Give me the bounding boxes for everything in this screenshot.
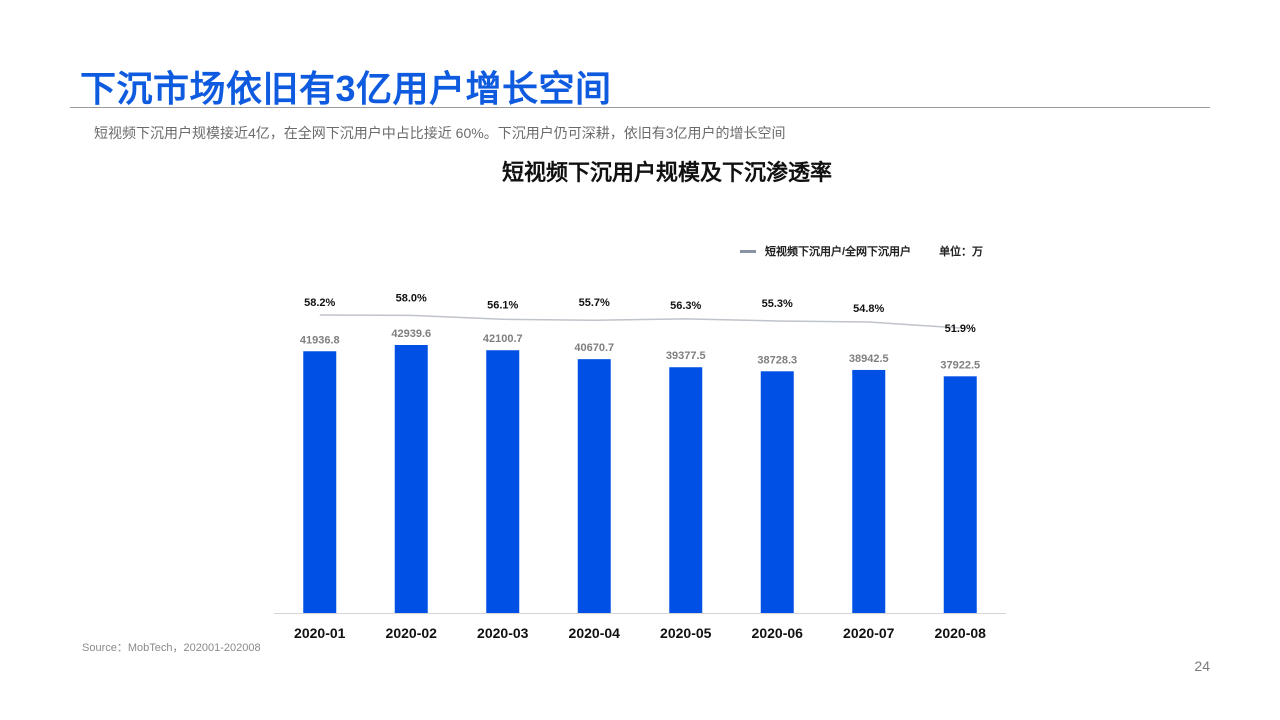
source-note: Source：MobTech，202001-202008 (82, 642, 261, 654)
line-value-label: 58.2% (304, 297, 335, 309)
bar-value-label: 39377.5 (666, 350, 706, 362)
bar-value-label: 41936.8 (300, 334, 340, 346)
bar (486, 350, 520, 613)
x-tick-label: 2020-02 (386, 625, 438, 641)
x-tick-label: 2020-04 (569, 625, 621, 641)
line-value-label: 54.8% (853, 303, 884, 315)
bar-value-label: 42939.6 (391, 328, 431, 340)
slide-subtitle: 短视频下沉用户规模接近4亿，在全网下沉用户中占比接近 60%。下沉用户仍可深耕，… (94, 125, 786, 141)
x-tick-label: 2020-05 (660, 625, 712, 641)
bar-value-label: 40670.7 (574, 342, 614, 354)
x-tick-label: 2020-06 (752, 625, 804, 641)
title-divider (70, 107, 1210, 108)
line-value-label: 55.3% (762, 298, 793, 310)
bar (760, 371, 794, 613)
bar (303, 351, 337, 613)
bar-value-label: 42100.7 (483, 333, 523, 345)
legend-line-swatch (740, 249, 756, 253)
page-number: 24 (1194, 658, 1210, 674)
bar (669, 367, 703, 613)
x-tick-label: 2020-07 (843, 625, 895, 641)
chart-legend: 短视频下沉用户/全网下沉用户 单位：万 (740, 243, 983, 259)
x-tick-label: 2020-08 (935, 625, 987, 641)
chart-title: 短视频下沉用户规模及下沉渗透率 (501, 160, 832, 185)
bar (852, 369, 886, 613)
bar (577, 359, 611, 613)
bar-value-label: 37922.5 (940, 359, 980, 371)
x-tick-label: 2020-03 (477, 625, 529, 641)
x-tick-label: 2020-01 (294, 625, 346, 641)
bar (943, 376, 977, 613)
unit-label: 单位：万 (939, 246, 984, 258)
penetration-line (319, 314, 961, 329)
bar-value-label: 38942.5 (849, 353, 889, 365)
legend-label-penetration: 短视频下沉用户/全网下沉用户 (765, 246, 912, 258)
line-value-label: 58.0% (396, 292, 427, 304)
line-value-label: 51.9% (945, 323, 976, 335)
line-value-label: 56.3% (670, 300, 701, 312)
bar-value-label: 38728.3 (757, 354, 797, 366)
bar (394, 345, 428, 613)
line-value-label: 55.7% (579, 297, 610, 309)
line-value-label: 56.1% (487, 299, 518, 311)
slide-title: 下沉市场依旧有3亿用户增长空间 (80, 68, 612, 109)
